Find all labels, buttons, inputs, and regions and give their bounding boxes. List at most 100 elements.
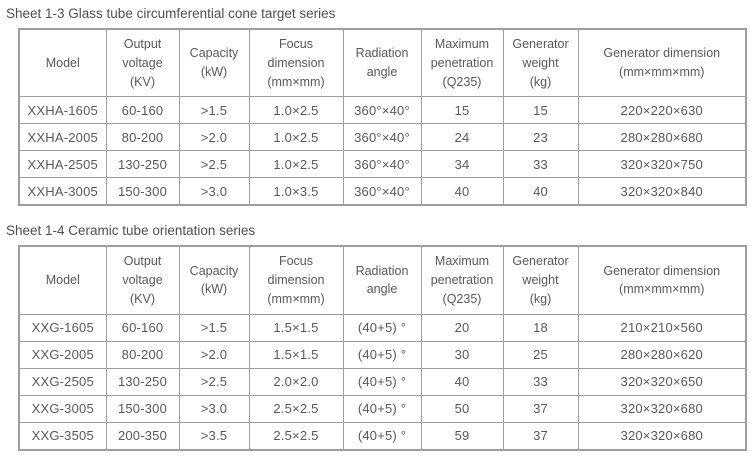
table-cell: 360°×40° xyxy=(342,123,422,152)
column-header: Model xyxy=(18,245,107,315)
header-row: Model Output voltage (KV) Capacity (kW) Foc… xyxy=(18,245,747,315)
table-body: XXHA-1605 60-160 >1.5 1.0×2.5 360°×40° 15 15 22… xyxy=(18,96,747,206)
table-cell: 150-300 xyxy=(105,177,180,206)
table-cell: 33 xyxy=(502,150,579,179)
table-cell: (40+5) ° xyxy=(342,421,422,450)
column-header: Focus dimension (mm×mm) xyxy=(248,245,344,315)
table-cell: 20 xyxy=(420,313,504,342)
column-header: Maximum penetration (Q235) xyxy=(420,28,504,98)
table-row: XXG-1605 60-160 >1.5 1.5×1.5 (40+5) ° 20 18 210… xyxy=(18,313,747,342)
table-cell: 1.5×1.5 xyxy=(248,313,344,342)
table-cell: >2.0 xyxy=(178,123,250,152)
table-cell: XXHA-2505 xyxy=(18,150,107,179)
table-cell: >3.0 xyxy=(178,394,250,423)
table-cell: 40 xyxy=(502,177,579,206)
table-cell: >1.5 xyxy=(178,96,250,125)
table-cell: 2.0×2.0 xyxy=(248,367,344,396)
table-cell: 1.0×2.5 xyxy=(248,150,344,179)
table-row: XXHA-2005 80-200 >2.0 1.0×2.5 360°×40° 24 23 28… xyxy=(18,123,747,152)
table-cell: 34 xyxy=(420,150,504,179)
table-cell: 280×280×680 xyxy=(577,123,747,152)
table-cell: 320×320×650 xyxy=(577,367,747,396)
table-cell: 360°×40° xyxy=(342,96,422,125)
table-row: XXG-3005 150-300 >3.0 2.5×2.5 (40+5) ° 50 37 32… xyxy=(18,394,747,423)
column-header: Capacity (kW) xyxy=(178,28,250,98)
table-cell: >2.0 xyxy=(178,340,250,369)
column-header: Focus dimension (mm×mm) xyxy=(248,28,344,98)
table-cell: 60-160 xyxy=(105,313,180,342)
table-cell: >2.5 xyxy=(178,150,250,179)
table-cell: 1.0×2.5 xyxy=(248,96,344,125)
table-cell: >1.5 xyxy=(178,313,250,342)
sheet-1-3-title: Sheet 1-3 Glass tube circumferential con… xyxy=(6,6,336,21)
table-header: Model Output voltage (KV) Capacity (kW) Foc… xyxy=(18,245,747,315)
table-cell: XXHA-3005 xyxy=(18,177,107,206)
table-cell: 50 xyxy=(420,394,504,423)
table-cell: 40 xyxy=(420,177,504,206)
table-cell: XXG-3505 xyxy=(18,421,107,450)
table-cell: 59 xyxy=(420,421,504,450)
table-cell: XXHA-1605 xyxy=(18,96,107,125)
table-row: XXHA-3005 150-300 >3.0 1.0×3.5 360°×40° 40 40 3… xyxy=(18,177,747,206)
column-header: Generator dimension (mm×mm×mm) xyxy=(577,28,747,98)
sheet-1-4-title: Sheet 1-4 Ceramic tube orientation serie… xyxy=(6,223,256,239)
table-cell: 2.5×2.5 xyxy=(248,421,344,450)
table-cell: (40+5) ° xyxy=(342,340,422,369)
header-row: Model Output voltage (KV) Capacity (kW) Foc… xyxy=(18,28,747,98)
table-body: XXG-1605 60-160 >1.5 1.5×1.5 (40+5) ° 20 18 210… xyxy=(18,313,747,450)
table-cell: >3.5 xyxy=(178,421,250,450)
column-header: Maximum penetration (Q235) xyxy=(420,245,504,315)
table-cell: (40+5) ° xyxy=(342,367,422,396)
table-cell: >3.0 xyxy=(178,177,250,206)
table-cell: 18 xyxy=(502,313,579,342)
table-cell: 37 xyxy=(502,421,579,450)
table-cell: 320×320×680 xyxy=(577,421,747,450)
table-cell: 37 xyxy=(502,394,579,423)
table-cell: 1.5×1.5 xyxy=(248,340,344,369)
table-cell: XXG-3005 xyxy=(18,394,107,423)
table-cell: 320×320×840 xyxy=(577,177,747,206)
table-row: XXHA-1605 60-160 >1.5 1.0×2.5 360°×40° 15 15 22… xyxy=(18,96,747,125)
table-cell: 33 xyxy=(502,367,579,396)
table-cell: 280×280×620 xyxy=(577,340,747,369)
column-header: Capacity (kW) xyxy=(178,245,250,315)
table-cell: 60-160 xyxy=(105,96,180,125)
table-cell: 220×220×630 xyxy=(577,96,747,125)
glass-tube-series-table: Model Output voltage (KV) Capacity (kW) Foc… xyxy=(18,28,747,207)
table-cell: 1.0×2.5 xyxy=(248,123,344,152)
table-row: XXG-2005 80-200 >2.0 1.5×1.5 (40+5) ° 30 25 280… xyxy=(18,340,747,369)
table-cell: (40+5) ° xyxy=(342,313,422,342)
column-header: Radiation angle xyxy=(342,28,422,98)
table-cell: 25 xyxy=(502,340,579,369)
table-cell: XXG-1605 xyxy=(18,313,107,342)
column-header: Model xyxy=(18,28,107,98)
table-cell: >2.5 xyxy=(178,367,250,396)
table-cell: 23 xyxy=(502,123,579,152)
column-header: Generator weight (kg) xyxy=(502,245,579,315)
table-cell: 210×210×560 xyxy=(577,313,747,342)
column-header: Output voltage (KV) xyxy=(105,245,180,315)
table-cell: 320×320×680 xyxy=(577,394,747,423)
table-cell: 200-350 xyxy=(105,421,180,450)
table-cell: 130-250 xyxy=(105,367,180,396)
column-header: Generator weight (kg) xyxy=(502,28,579,98)
table-cell: 130-250 xyxy=(105,150,180,179)
table-cell: 150-300 xyxy=(105,394,180,423)
table-cell: 360°×40° xyxy=(342,177,422,206)
table-row: XXHA-2505 130-250 >2.5 1.0×2.5 360°×40° 34 33 3… xyxy=(18,150,747,179)
table-cell: 30 xyxy=(420,340,504,369)
table-cell: 360°×40° xyxy=(342,150,422,179)
column-header: Radiation angle xyxy=(342,245,422,315)
column-header: Output voltage (KV) xyxy=(105,28,180,98)
table-cell: XXG-2505 xyxy=(18,367,107,396)
table-cell: 24 xyxy=(420,123,504,152)
table-row: XXG-2505 130-250 >2.5 2.0×2.0 (40+5) ° 40 33 32… xyxy=(18,367,747,396)
table-cell: 2.5×2.5 xyxy=(248,394,344,423)
table-cell: 80-200 xyxy=(105,340,180,369)
table-cell: XXHA-2005 xyxy=(18,123,107,152)
table-cell: 1.0×3.5 xyxy=(248,177,344,206)
table-cell: (40+5) ° xyxy=(342,394,422,423)
table-cell: 15 xyxy=(420,96,504,125)
ceramic-tube-series-table: Model Output voltage (KV) Capacity (kW) Foc… xyxy=(18,245,747,451)
